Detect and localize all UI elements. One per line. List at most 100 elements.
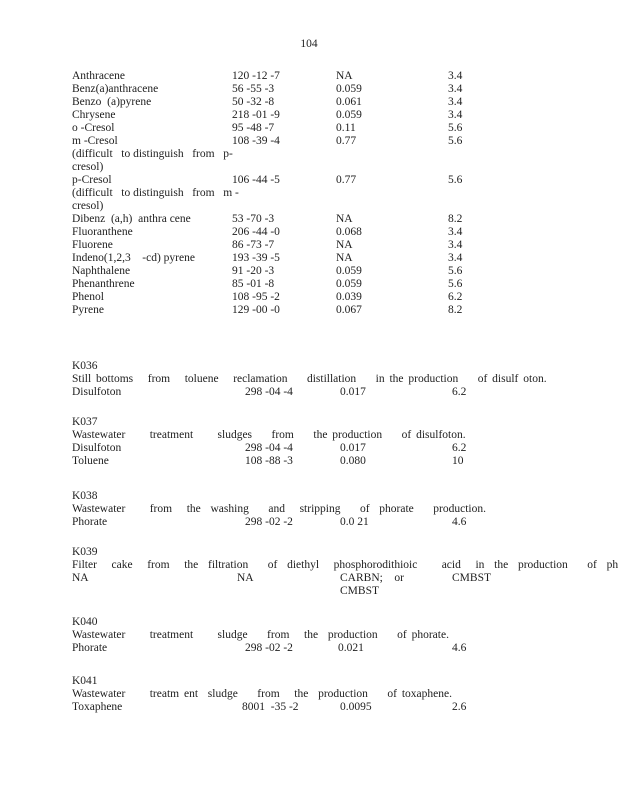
cas-number: 95 -48 -7 — [232, 122, 275, 134]
substance-name: Anthracene — [72, 70, 125, 82]
cas-number: 206 -44 -0 — [232, 226, 280, 238]
standard-value: 3.4 — [448, 83, 463, 95]
substance-name: Naphthalene — [72, 265, 131, 277]
standard-value: 8.2 — [448, 213, 463, 225]
cas-number: 218 -01 -9 — [232, 109, 280, 121]
cas-number: 193 -39 -5 — [232, 252, 280, 264]
standard-value: 10 — [452, 455, 464, 467]
treatment-code: CARBN; or — [340, 572, 404, 584]
section-description: Wastewater treatm ent sludge from the pr… — [0, 688, 618, 701]
substance-name: Phorate — [72, 516, 108, 528]
section-code: K036 — [0, 360, 618, 373]
standard-value: 4.6 — [452, 642, 467, 654]
cas-number: 298 -02 -2 — [245, 642, 293, 654]
waste-description: Still bottoms from toluene reclamation d… — [72, 373, 547, 385]
substance-name: Phorate — [72, 642, 108, 654]
concentration-value: 0.059 — [336, 278, 362, 290]
standard-value: 5.6 — [448, 278, 463, 290]
table-row: Toxaphene 8001 -35 -2 0.0095 2.6 — [0, 701, 618, 714]
substance-note: cresol) — [72, 200, 104, 212]
section-description: Still bottoms from toluene reclamation d… — [0, 373, 618, 386]
cas-number: 120 -12 -7 — [232, 70, 280, 82]
waste-description: Wastewater from the washing and strippin… — [72, 503, 486, 515]
concentration-value: 0.77 — [336, 135, 357, 147]
standard-value: 2.6 — [452, 701, 467, 713]
substance-name: Toxaphene — [72, 701, 123, 713]
substance-name: Disulfoton — [72, 386, 122, 398]
waste-description: Wastewater treatm ent sludge from the pr… — [72, 688, 452, 700]
standard-value: 3.4 — [448, 96, 463, 108]
table-row: NA NA CARBN; or CMBST — [0, 572, 618, 585]
section-description: Wastewater from the washing and strippin… — [0, 503, 618, 516]
table-row: Toluene 108 -88 -3 0.080 10 — [0, 455, 618, 468]
table-row: m -Cresol 108 -39 -4 0.77 5.6 — [0, 135, 618, 148]
substance-name: Dibenz (a,h) anthra cene — [72, 213, 191, 225]
concentration-value: 0.080 — [340, 455, 366, 467]
concentration-value: 0.11 — [336, 122, 356, 134]
concentration-value: 0.068 — [336, 226, 362, 238]
standard-value: 6.2 — [448, 291, 463, 303]
cas-number: 298 -02 -2 — [245, 516, 293, 528]
waste-code: K036 — [72, 360, 98, 372]
substance-name: Pyrene — [72, 304, 104, 316]
table-row: Benzo (a)pyrene 50 -32 -8 0.061 3.4 — [0, 96, 618, 109]
table-row: Anthracene 120 -12 -7 NA 3.4 — [0, 70, 618, 83]
standard-value: 3.4 — [448, 252, 463, 264]
substance-name: Fluoranthene — [72, 226, 133, 238]
table-row: Disulfoton 298 -04 -4 0.017 6.2 — [0, 386, 618, 399]
substance-note: (difficult to distinguish from p- — [72, 148, 233, 160]
table-row: Naphthalene 91 -20 -3 0.059 5.6 — [0, 265, 618, 278]
substance-name: Benz(a)anthracene — [72, 83, 159, 95]
table-row: Indeno(1,2,3 -cd) pyrene 193 -39 -5 NA 3.4 — [0, 252, 618, 265]
section-description: Wastewater treatment sludges from the pr… — [0, 429, 618, 442]
table-row: Benz(a)anthracene 56 -55 -3 0.059 3.4 — [0, 83, 618, 96]
cas-number: NA — [237, 572, 254, 584]
table-row: Dibenz (a,h) anthra cene 53 -70 -3 NA 8.2 — [0, 213, 618, 226]
section-description: Wastewater treatment sludge from the pro… — [0, 629, 618, 642]
concentration-value: NA — [336, 213, 353, 225]
substance-name: Chrysene — [72, 109, 116, 121]
treatment-code: CMBST — [340, 585, 379, 597]
standard-value: 4.6 — [452, 516, 467, 528]
cas-number: 108 -39 -4 — [232, 135, 280, 147]
table-row: Chrysene 218 -01 -9 0.059 3.4 — [0, 109, 618, 122]
cas-number: 56 -55 -3 — [232, 83, 275, 95]
substance-name: Phenol — [72, 291, 104, 303]
standard-value: 5.6 — [448, 122, 463, 134]
concentration-value: 0.0095 — [340, 701, 372, 713]
standard-value: 6.2 — [452, 386, 467, 398]
waste-code: K038 — [72, 490, 98, 502]
page-number: 104 — [300, 38, 318, 50]
section-code: K039 — [0, 546, 618, 559]
section-code: K040 — [0, 616, 618, 629]
treatment-code: CMBST — [452, 572, 491, 584]
table-row-note: (difficult to distinguish from m - — [0, 187, 618, 200]
table-row: p-Cresol 106 -44 -5 0.77 5.6 — [0, 174, 618, 187]
concentration-value: 0.059 — [336, 83, 362, 95]
standard-value: 3.4 — [448, 239, 463, 251]
substance-name: Toluene — [72, 455, 109, 467]
section-code: K037 — [0, 416, 618, 429]
cas-number: 129 -00 -0 — [232, 304, 280, 316]
cas-number: 108 -88 -3 — [245, 455, 293, 467]
table-row: Fluoranthene 206 -44 -0 0.068 3.4 — [0, 226, 618, 239]
substance-name: Disulfoton — [72, 442, 122, 454]
substance-name: Fluorene — [72, 239, 113, 251]
table-row: Pyrene 129 -00 -0 0.067 8.2 — [0, 304, 618, 317]
standard-value: 5.6 — [448, 135, 463, 147]
substance-name: NA — [72, 572, 89, 584]
concentration-value: 0.77 — [336, 174, 357, 186]
standard-value: 3.4 — [448, 70, 463, 82]
cas-number: 85 -01 -8 — [232, 278, 275, 290]
standard-value: 5.6 — [448, 265, 463, 277]
cas-number: 298 -04 -4 — [245, 386, 293, 398]
table-row-note: cresol) — [0, 200, 618, 213]
table-row: Phorate 298 -02 -2 0.0 21 4.6 — [0, 516, 618, 529]
cas-number: 91 -20 -3 — [232, 265, 275, 277]
waste-description: Wastewater treatment sludge from the pro… — [72, 629, 449, 641]
standard-value: 8.2 — [448, 304, 463, 316]
cas-number: 53 -70 -3 — [232, 213, 275, 225]
cas-number: 298 -04 -4 — [245, 442, 293, 454]
concentration-value: 0.021 — [338, 642, 364, 654]
